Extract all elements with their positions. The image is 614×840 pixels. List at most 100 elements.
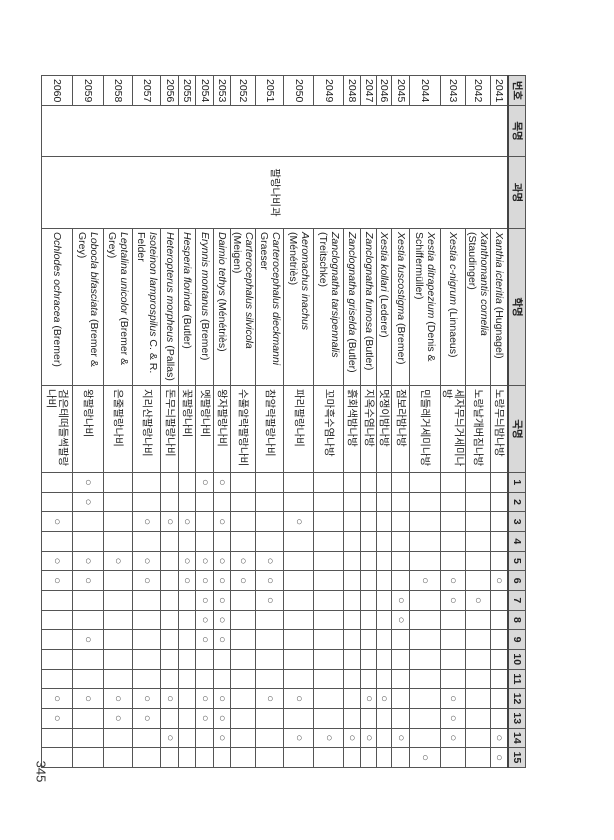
genus-species: Heteropterus morpheus: [164, 232, 176, 343]
author: (Butler): [346, 338, 359, 373]
presence-mark: ○: [419, 577, 432, 584]
author: (Linnaeus): [447, 307, 460, 358]
genus-species: Xestia ditrapezium: [425, 232, 438, 319]
presence-mark: ○: [237, 557, 250, 565]
site-1-cell: [161, 472, 179, 493]
site-12-cell: ○: [73, 688, 104, 709]
site-14-cell: [179, 728, 196, 748]
site-2-cell: [133, 492, 161, 512]
site-1-cell: [314, 472, 344, 493]
site-14-cell: ○: [392, 728, 410, 748]
site-14-cell: [410, 728, 441, 748]
site-11-cell: [314, 669, 344, 689]
site-12-cell: ○: [214, 688, 231, 709]
row-number: 2049: [314, 75, 344, 106]
presence-mark: ○: [82, 479, 95, 486]
site-3-cell: ○: [42, 511, 73, 532]
site-8-cell: [231, 610, 256, 630]
site-1-cell: [466, 472, 491, 493]
site-7-cell: [314, 590, 344, 611]
presence-mark: ○: [264, 596, 276, 604]
presence-mark: ○: [82, 498, 95, 506]
site-6-cell: ○: [441, 570, 466, 591]
site-8-cell: [344, 610, 361, 630]
site-14-cell: [73, 728, 104, 748]
row-number: 2041: [491, 75, 508, 106]
presence-mark: ○: [51, 714, 64, 722]
site-5-cell: [377, 551, 392, 571]
site-12-cell: [344, 688, 361, 709]
site-11-cell: [361, 669, 377, 689]
site-3-cell: [377, 511, 392, 532]
site-11-cell: [104, 669, 133, 689]
site-10-cell: [314, 649, 344, 670]
site-9-cell: [344, 629, 361, 650]
site-15-cell: [361, 747, 377, 768]
presence-mark: ○: [51, 577, 64, 584]
site-1-cell: [344, 472, 361, 493]
header-site-7: 7: [508, 590, 526, 611]
site-3-cell: ○: [161, 511, 179, 532]
korean-name: 흙회색밤나방: [344, 385, 361, 473]
presence-mark: ○: [293, 518, 305, 525]
site-10-cell: [410, 649, 441, 670]
site-13-cell: [392, 708, 410, 729]
site-2-cell: [314, 492, 344, 512]
site-3-cell: [256, 511, 284, 532]
row-number: 2053: [214, 75, 231, 106]
site-4-cell: [491, 531, 508, 552]
site-15-cell: [133, 747, 161, 768]
site-12-cell: [466, 688, 491, 709]
presence-mark: ○: [293, 695, 305, 702]
korean-name: 민들레거세미나방: [410, 385, 441, 473]
site-14-cell: ○: [361, 728, 377, 748]
site-9-cell: [179, 629, 196, 650]
site-10-cell: [214, 649, 231, 670]
site-11-cell: [133, 669, 161, 689]
header-site-3: 3: [508, 511, 526, 532]
site-2-cell: [410, 492, 441, 512]
presence-mark: ○: [363, 734, 375, 742]
site-9-cell: [133, 629, 161, 650]
site-9-cell: [466, 629, 491, 650]
korean-name: 검은테떠들썩팔랑나비: [42, 385, 73, 473]
site-5-cell: [491, 551, 508, 571]
site-9-cell: [377, 629, 392, 650]
site-2-cell: [196, 492, 214, 512]
site-5-cell: [392, 551, 410, 571]
korean-name: 노랑날개버짐나방: [466, 385, 491, 473]
korean-name: 왕팔랑나비: [73, 385, 104, 473]
site-1-cell: [179, 472, 196, 493]
site-11-cell: [231, 669, 256, 689]
presence-mark: ○: [472, 596, 485, 604]
site-8-cell: [284, 610, 314, 630]
korean-name: 지옥수염나방: [361, 385, 377, 473]
presence-mark: ○: [199, 596, 211, 604]
site-3-cell: [361, 511, 377, 532]
site-8-cell: ○: [196, 610, 214, 630]
presence-mark: ○: [237, 577, 250, 584]
site-6-cell: ○: [410, 570, 441, 591]
site-5-cell: [410, 551, 441, 571]
row-number: 2055: [179, 75, 196, 106]
site-11-cell: [179, 669, 196, 689]
site-6-cell: ○: [231, 570, 256, 591]
site-14-cell: ○: [491, 728, 508, 748]
site-4-cell: [73, 531, 104, 552]
site-7-cell: [104, 590, 133, 611]
header-site-8: 8: [508, 610, 526, 630]
site-5-cell: ○: [179, 551, 196, 571]
site-10-cell: [231, 649, 256, 670]
site-15-cell: [256, 747, 284, 768]
site-14-cell: ○: [314, 728, 344, 748]
site-9-cell: [284, 629, 314, 650]
site-15-cell: [441, 747, 466, 768]
site-8-cell: [133, 610, 161, 630]
presence-mark: ○: [181, 557, 194, 565]
site-15-cell: [196, 747, 214, 768]
site-1-cell: ○: [214, 472, 231, 493]
site-5-cell: ○: [214, 551, 231, 571]
site-3-cell: [410, 511, 441, 532]
row-number: 2042: [466, 75, 491, 106]
site-10-cell: [196, 649, 214, 670]
